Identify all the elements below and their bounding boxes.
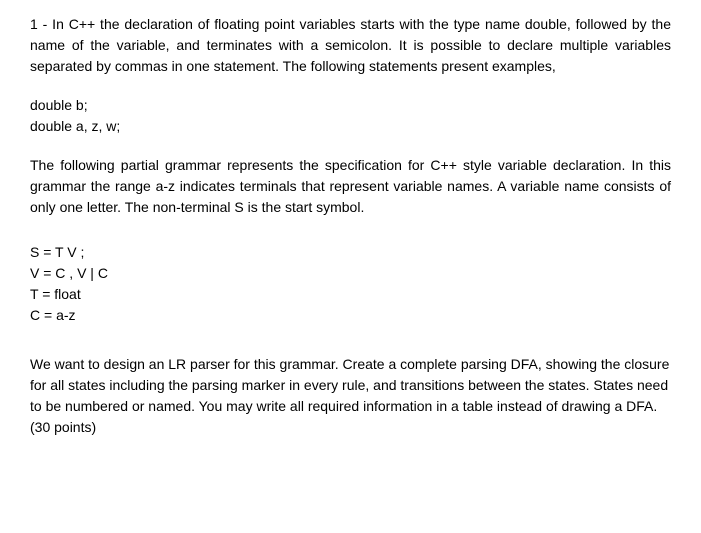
- code-line-1: double b;: [30, 95, 671, 116]
- task-paragraph: We want to design an LR parser for this …: [30, 354, 671, 438]
- grammar-rule-t: T = float: [30, 284, 671, 305]
- grammar-rule-c: C = a-z: [30, 305, 671, 326]
- code-line-2: double a, z, w;: [30, 116, 671, 137]
- grammar-rule-v: V = C , V | C: [30, 263, 671, 284]
- grammar-description-paragraph: The following partial grammar represents…: [30, 155, 671, 218]
- grammar-rule-s: S = T V ;: [30, 242, 671, 263]
- intro-paragraph: 1 - In C++ the declaration of floating p…: [30, 14, 671, 77]
- code-example-block: double b; double a, z, w;: [30, 95, 671, 137]
- grammar-rules-block: S = T V ; V = C , V | C T = float C = a-…: [30, 242, 671, 326]
